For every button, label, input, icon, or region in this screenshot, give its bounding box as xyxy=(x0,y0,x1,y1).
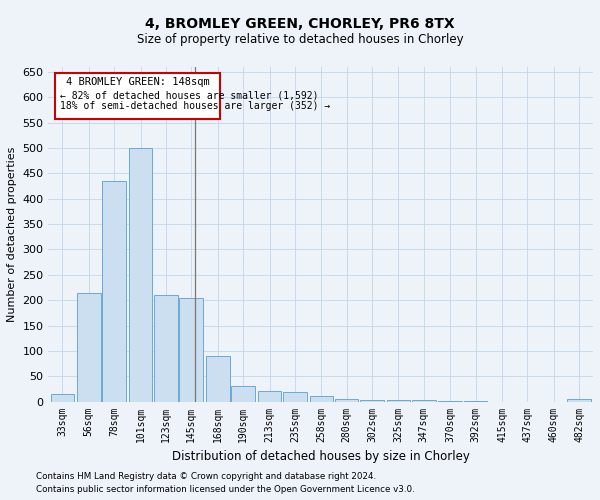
Bar xyxy=(464,401,487,402)
Text: ← 82% of detached houses are smaller (1,592): ← 82% of detached houses are smaller (1,… xyxy=(60,90,319,101)
Bar xyxy=(206,356,230,402)
Bar xyxy=(129,148,152,402)
Bar xyxy=(568,399,591,402)
Bar xyxy=(439,400,462,402)
X-axis label: Distribution of detached houses by size in Chorley: Distribution of detached houses by size … xyxy=(172,450,470,463)
Bar xyxy=(103,181,126,402)
Text: Contains public sector information licensed under the Open Government Licence v3: Contains public sector information licen… xyxy=(36,485,415,494)
Bar xyxy=(360,400,384,402)
Bar xyxy=(154,295,178,402)
Bar xyxy=(412,400,436,402)
Text: Contains HM Land Registry data © Crown copyright and database right 2024.: Contains HM Land Registry data © Crown c… xyxy=(36,472,376,481)
Bar xyxy=(335,399,358,402)
Bar xyxy=(50,394,74,402)
Text: Size of property relative to detached houses in Chorley: Size of property relative to detached ho… xyxy=(137,32,463,46)
Bar xyxy=(258,392,281,402)
Bar xyxy=(179,298,203,402)
Bar xyxy=(283,392,307,402)
Text: 4, BROMLEY GREEN, CHORLEY, PR6 8TX: 4, BROMLEY GREEN, CHORLEY, PR6 8TX xyxy=(145,18,455,32)
Bar xyxy=(310,396,333,402)
Y-axis label: Number of detached properties: Number of detached properties xyxy=(7,146,17,322)
Text: 18% of semi-detached houses are larger (352) →: 18% of semi-detached houses are larger (… xyxy=(60,102,330,112)
Bar xyxy=(77,292,101,402)
Text: 4 BROMLEY GREEN: 148sqm: 4 BROMLEY GREEN: 148sqm xyxy=(66,76,209,86)
Bar xyxy=(55,72,220,119)
Bar xyxy=(231,386,255,402)
Bar xyxy=(386,400,410,402)
